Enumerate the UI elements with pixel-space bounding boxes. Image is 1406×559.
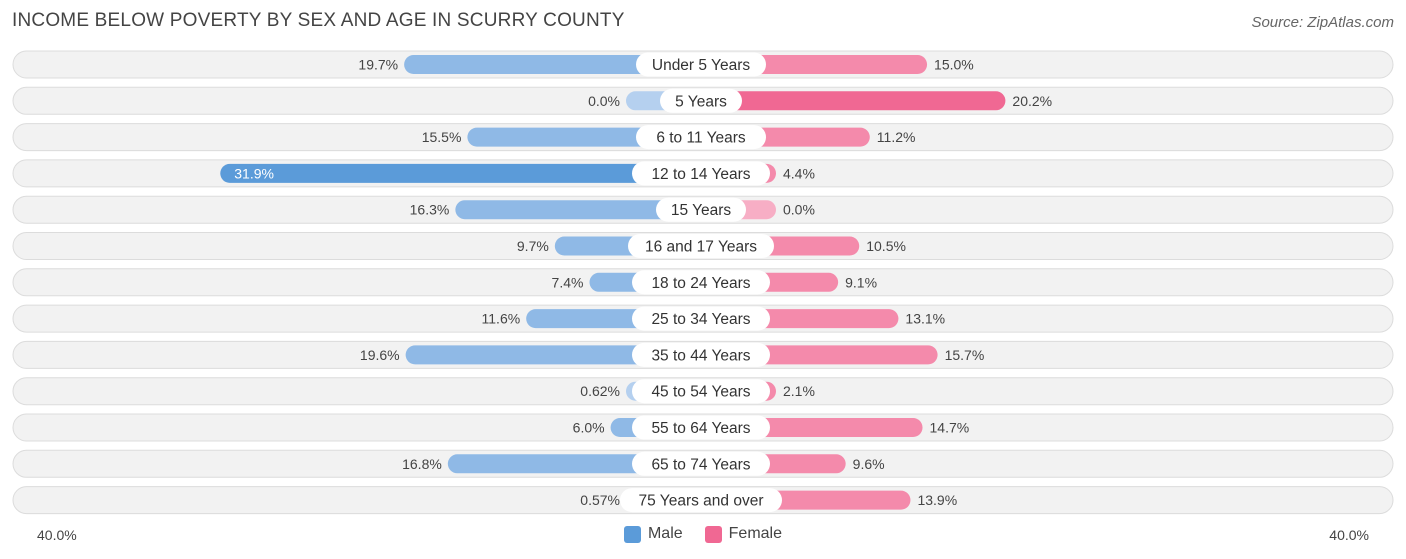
category-pill	[628, 234, 774, 258]
bar-male	[405, 345, 701, 365]
value-label-female: 9.6%	[853, 456, 885, 472]
value-label-male: 9.7%	[517, 238, 549, 254]
category-label: 15 Years	[671, 202, 732, 219]
category-label: Under 5 Years	[652, 57, 750, 74]
value-label-male: 31.9%	[234, 165, 274, 181]
bar-female	[701, 91, 1006, 111]
legend-item-female[interactable]: Female	[704, 525, 783, 543]
value-label-male: 0.62%	[580, 383, 620, 399]
category-label: 6 to 11 Years	[656, 130, 746, 147]
legend-label-male: Male	[647, 525, 683, 542]
legend-swatch-male	[623, 525, 641, 543]
value-label-female: 15.7%	[945, 347, 985, 363]
value-label-female: 15.0%	[934, 57, 974, 73]
value-label-female: 9.1%	[845, 274, 877, 290]
value-label-male: 19.6%	[360, 347, 400, 363]
category-pill	[632, 379, 770, 404]
category-pill	[632, 270, 770, 295]
category-pill	[620, 488, 782, 513]
category-pill	[660, 88, 742, 113]
category-pill	[632, 161, 770, 186]
value-label-female: 11.2%	[877, 129, 916, 145]
category-label: 12 to 14 Years	[651, 166, 750, 183]
value-label-male: 16.3%	[410, 202, 450, 218]
legend: Male Female	[0, 525, 1406, 543]
value-label-female: 13.1%	[905, 311, 945, 327]
category-label: 55 to 64 Years	[651, 420, 750, 437]
bar-male	[404, 55, 701, 74]
value-label-female: 4.4%	[783, 165, 815, 181]
value-label-male: 11.6%	[482, 311, 521, 327]
bar-male	[220, 163, 701, 183]
legend-swatch-female	[704, 525, 722, 543]
value-label-female: 10.5%	[866, 238, 906, 254]
category-label: 75 Years and over	[639, 493, 764, 510]
value-label-female: 0.0%	[783, 202, 815, 218]
value-label-male: 19.7%	[358, 57, 398, 73]
value-label-female: 2.1%	[783, 383, 815, 399]
category-pill	[632, 415, 770, 440]
category-label: 16 and 17 Years	[645, 239, 757, 256]
category-pill	[632, 306, 770, 331]
source-label: Source: ZipAtlas.com	[1251, 14, 1394, 31]
value-label-female: 20.2%	[1012, 93, 1052, 109]
legend-label-female: Female	[728, 525, 783, 542]
category-pill	[632, 451, 770, 476]
axis-right-label: 40.0%	[1329, 527, 1369, 543]
legend-item-male[interactable]: Male	[623, 525, 683, 543]
chart-area: 19.7% 15.0% Under 5 Years 0.0% 20.2% 5 Years 1…	[12, 50, 1394, 515]
value-label-male: 0.0%	[588, 93, 620, 109]
bar-male	[455, 200, 701, 220]
category-pill	[656, 197, 746, 222]
value-label-male: 16.8%	[402, 456, 442, 472]
category-label: 45 to 54 Years	[651, 384, 750, 401]
category-pill	[636, 52, 766, 77]
value-label-female: 13.9%	[917, 492, 957, 508]
category-label: 18 to 24 Years	[651, 275, 750, 292]
category-label: 65 to 74 Years	[651, 456, 750, 473]
value-label-female: 14.7%	[930, 420, 970, 436]
category-pill	[632, 342, 770, 367]
axis-left-label: 40.0%	[37, 527, 77, 543]
value-label-male: 6.0%	[573, 420, 605, 436]
category-label: 35 to 44 Years	[651, 347, 750, 364]
category-label: 25 to 34 Years	[651, 311, 750, 328]
value-label-male: 15.5%	[422, 129, 462, 145]
chart-title: INCOME BELOW POVERTY BY SEX AND AGE IN S…	[12, 10, 625, 31]
category-pill	[636, 125, 766, 150]
category-label: 5 Years	[675, 93, 727, 110]
value-label-male: 7.4%	[552, 274, 584, 290]
value-label-male: 0.57%	[580, 492, 620, 508]
